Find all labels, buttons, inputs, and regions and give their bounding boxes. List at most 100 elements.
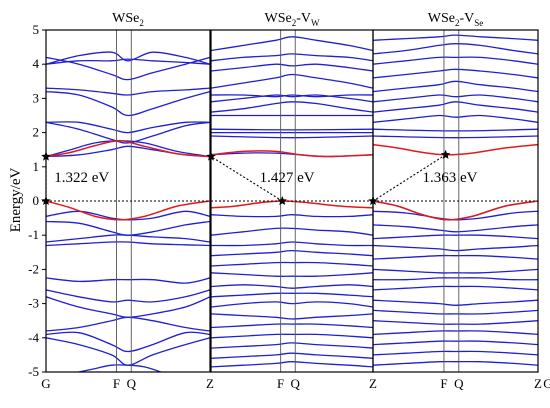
x-tick-label: G: [41, 376, 50, 391]
band-line: [211, 272, 373, 277]
y-axis: -5 -4 -3 -2 -1 0 1 2 3 4 5: [28, 22, 46, 379]
band-line: [211, 101, 373, 113]
x-tick-label: Q: [127, 376, 137, 391]
title-sub: 2: [455, 18, 460, 28]
title-base: WSe: [428, 11, 455, 26]
title-sub: 2: [292, 18, 297, 28]
band-line: [211, 342, 373, 349]
band-line: [373, 360, 538, 366]
gap-label: 1.427 eV: [260, 170, 315, 186]
band-line: [373, 34, 538, 41]
panel-bands: [211, 36, 373, 368]
y-tick-label: 1: [33, 159, 40, 174]
panel-bands: [373, 34, 538, 366]
edge-band-line: [211, 150, 373, 158]
band-line: [373, 299, 538, 306]
band-line: [211, 361, 373, 368]
y-tick-label: 0: [33, 193, 40, 208]
band-line: [373, 135, 538, 139]
band-line: [211, 313, 373, 320]
band-line: [211, 292, 373, 298]
band-line: [211, 333, 373, 339]
band-line: [211, 261, 373, 267]
band-line: [211, 63, 373, 72]
band-line: [373, 285, 538, 291]
band-line: [211, 249, 373, 257]
band-line: [78, 364, 162, 372]
panel-1: 1.322 eV WSe2 G F Q Z: [41, 11, 214, 391]
title-defect-sub: W: [311, 18, 320, 28]
y-tick-label: -4: [28, 330, 39, 345]
band-line: [46, 289, 210, 303]
band-line: [46, 277, 210, 284]
band-line: [211, 135, 373, 139]
band-line: [373, 268, 538, 274]
band-line: [211, 94, 373, 98]
band-line: [211, 241, 373, 247]
band-line: [373, 224, 538, 233]
y-axis-label: Energy/eV: [8, 167, 24, 232]
band-line: [373, 94, 538, 103]
band-line: [211, 94, 373, 103]
band-line: [373, 309, 538, 315]
band-line: [211, 227, 373, 236]
band-line: [373, 340, 538, 346]
title-defect-sub: Se: [474, 18, 483, 28]
gap-label: 1.322 eV: [54, 170, 109, 186]
band-line: [46, 56, 210, 81]
y-tick-label: -3: [28, 296, 39, 311]
edge-band-line: [46, 140, 210, 158]
x-tick-label: Z: [534, 376, 542, 391]
band-line: [373, 68, 538, 79]
edge-band-line: [211, 200, 373, 209]
panel-title: WSe2-VSe: [428, 11, 484, 28]
x-tick-label: Z: [369, 376, 377, 391]
band-line: [211, 214, 373, 218]
panel-2: 1.427 eV WSe2-VW F Q Z: [206, 11, 377, 391]
panel-title: WSe2: [112, 11, 144, 28]
title-dash: -V: [459, 11, 474, 26]
cbm-marker: [41, 151, 51, 161]
band-line: [373, 43, 538, 55]
band-line: [46, 234, 210, 243]
title-base: WSe: [265, 11, 292, 26]
band-line: [211, 352, 373, 359]
panel-bands: [46, 51, 210, 372]
x-tick-label: F: [277, 376, 284, 391]
y-tick-label: 2: [33, 125, 40, 140]
band-line: [46, 121, 210, 144]
y-tick-label: 4: [33, 56, 40, 71]
band-line: [46, 210, 210, 221]
band-line: [211, 73, 373, 89]
x-tick-label: F: [440, 376, 447, 391]
band-line: [46, 51, 210, 65]
band-line: [373, 277, 538, 281]
y-tick-label: 3: [33, 90, 40, 105]
panel-title: WSe2-VW: [265, 11, 321, 28]
band-line: [373, 330, 538, 336]
band-line: [373, 254, 538, 260]
band-line: [373, 128, 538, 132]
y-tick-label: -5: [28, 364, 39, 379]
band-line: [211, 284, 373, 289]
vbm-marker: [277, 196, 287, 205]
band-line: [373, 320, 538, 325]
edge-band-line: [373, 143, 538, 156]
band-line: [211, 36, 373, 52]
cbm-marker: [440, 149, 451, 159]
x-tick-label: Q: [454, 376, 464, 391]
band-line: [211, 323, 373, 329]
band-line: [46, 331, 210, 353]
band-line: [373, 350, 538, 356]
title-sub: 2: [139, 18, 144, 28]
band-line: [46, 220, 210, 236]
x-tick-label: Z: [206, 376, 214, 391]
band-line: [211, 53, 373, 62]
band-line: [373, 80, 538, 93]
x-tick-label: F: [113, 376, 120, 391]
y-tick-label: 5: [33, 22, 40, 37]
band-line: [46, 241, 210, 247]
band-line: [211, 301, 373, 308]
